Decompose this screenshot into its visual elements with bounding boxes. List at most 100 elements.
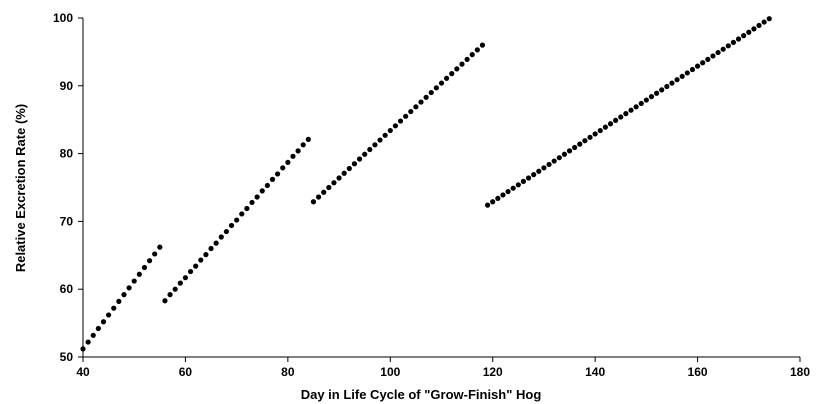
data-point — [694, 63, 701, 69]
y-tick-label: 80 — [60, 147, 74, 161]
data-point — [613, 117, 619, 123]
data-point — [331, 180, 337, 186]
data-point — [346, 165, 352, 172]
data-point — [428, 89, 434, 96]
data-point — [423, 94, 429, 100]
y-ticks: 50 60 70 80 90 100 — [53, 11, 83, 364]
data-point — [136, 271, 142, 277]
data-point — [592, 131, 598, 137]
data-point — [172, 286, 178, 292]
data-point — [182, 275, 189, 281]
data-point — [387, 127, 393, 134]
data-point — [362, 151, 368, 157]
data-point — [459, 61, 465, 67]
data-point — [500, 192, 506, 198]
data-point — [418, 99, 424, 105]
data-point — [141, 264, 148, 271]
data-point — [403, 113, 409, 119]
data-point — [280, 165, 286, 171]
data-point — [433, 85, 439, 91]
data-point — [254, 194, 260, 200]
data-point — [669, 80, 675, 86]
data-point — [587, 134, 593, 140]
x-axis-label: Day in Life Cycle of "Grow-Finish" Hog — [301, 387, 542, 402]
data-point — [193, 263, 199, 269]
data-point — [300, 142, 306, 148]
data-point — [152, 251, 158, 257]
data-point — [756, 22, 762, 29]
data-point — [700, 60, 706, 66]
data-point — [111, 305, 117, 311]
data-point — [351, 161, 358, 167]
data-point — [679, 73, 685, 79]
y-tick-label: 50 — [60, 350, 74, 364]
data-point — [546, 161, 552, 168]
data-point — [275, 171, 281, 177]
data-point — [746, 29, 752, 35]
data-point — [177, 280, 183, 286]
data-point — [648, 94, 655, 100]
y-tick-label: 90 — [60, 79, 74, 93]
data-point — [643, 97, 649, 103]
data-point — [392, 123, 399, 129]
data-point — [577, 141, 583, 147]
data-point — [751, 26, 757, 32]
x-ticks: 40 60 80 100 120 140 160 180 — [76, 357, 810, 379]
data-point — [730, 39, 737, 46]
data-point — [356, 156, 363, 162]
data-point — [638, 100, 644, 107]
data-point — [259, 188, 265, 194]
data-point — [228, 222, 235, 229]
data-point — [531, 172, 537, 178]
data-point — [198, 257, 204, 263]
data-point — [218, 234, 224, 240]
data-point — [689, 66, 696, 73]
data-point — [618, 114, 624, 120]
x-tick-label: 140 — [585, 365, 605, 379]
x-tick-label: 120 — [483, 365, 503, 379]
data-point — [561, 151, 568, 157]
data-point — [633, 104, 639, 110]
data-point — [213, 240, 219, 246]
data-point — [167, 292, 173, 298]
data-point — [203, 252, 209, 258]
data-point — [444, 75, 450, 81]
data-point — [264, 182, 270, 189]
plot-points — [80, 16, 772, 352]
data-point — [551, 158, 557, 164]
axes — [82, 18, 800, 358]
data-point — [305, 136, 311, 142]
y-tick-label: 70 — [60, 214, 74, 228]
data-point — [766, 16, 772, 22]
data-point — [223, 228, 229, 235]
data-point — [413, 104, 419, 110]
data-point — [654, 90, 660, 96]
data-point — [664, 83, 670, 90]
data-point — [239, 211, 245, 217]
data-point — [121, 292, 127, 298]
data-point — [244, 205, 250, 212]
data-point — [290, 153, 296, 159]
data-point — [515, 182, 521, 188]
data-point — [659, 87, 665, 93]
y-tick-label: 100 — [53, 11, 73, 25]
data-point — [187, 268, 194, 275]
data-point — [377, 137, 383, 143]
data-point — [705, 56, 711, 62]
data-point — [116, 298, 122, 304]
data-point — [162, 298, 168, 304]
data-point — [582, 138, 588, 144]
data-point — [310, 199, 317, 205]
data-point — [525, 175, 532, 181]
x-tick-label: 160 — [688, 365, 708, 379]
data-point — [623, 111, 629, 117]
data-point — [449, 71, 455, 77]
data-point — [208, 245, 214, 252]
data-point — [735, 36, 742, 42]
y-tick-label: 60 — [60, 282, 74, 296]
data-point — [761, 19, 767, 25]
data-point — [269, 176, 276, 182]
x-tick-label: 60 — [179, 365, 193, 379]
